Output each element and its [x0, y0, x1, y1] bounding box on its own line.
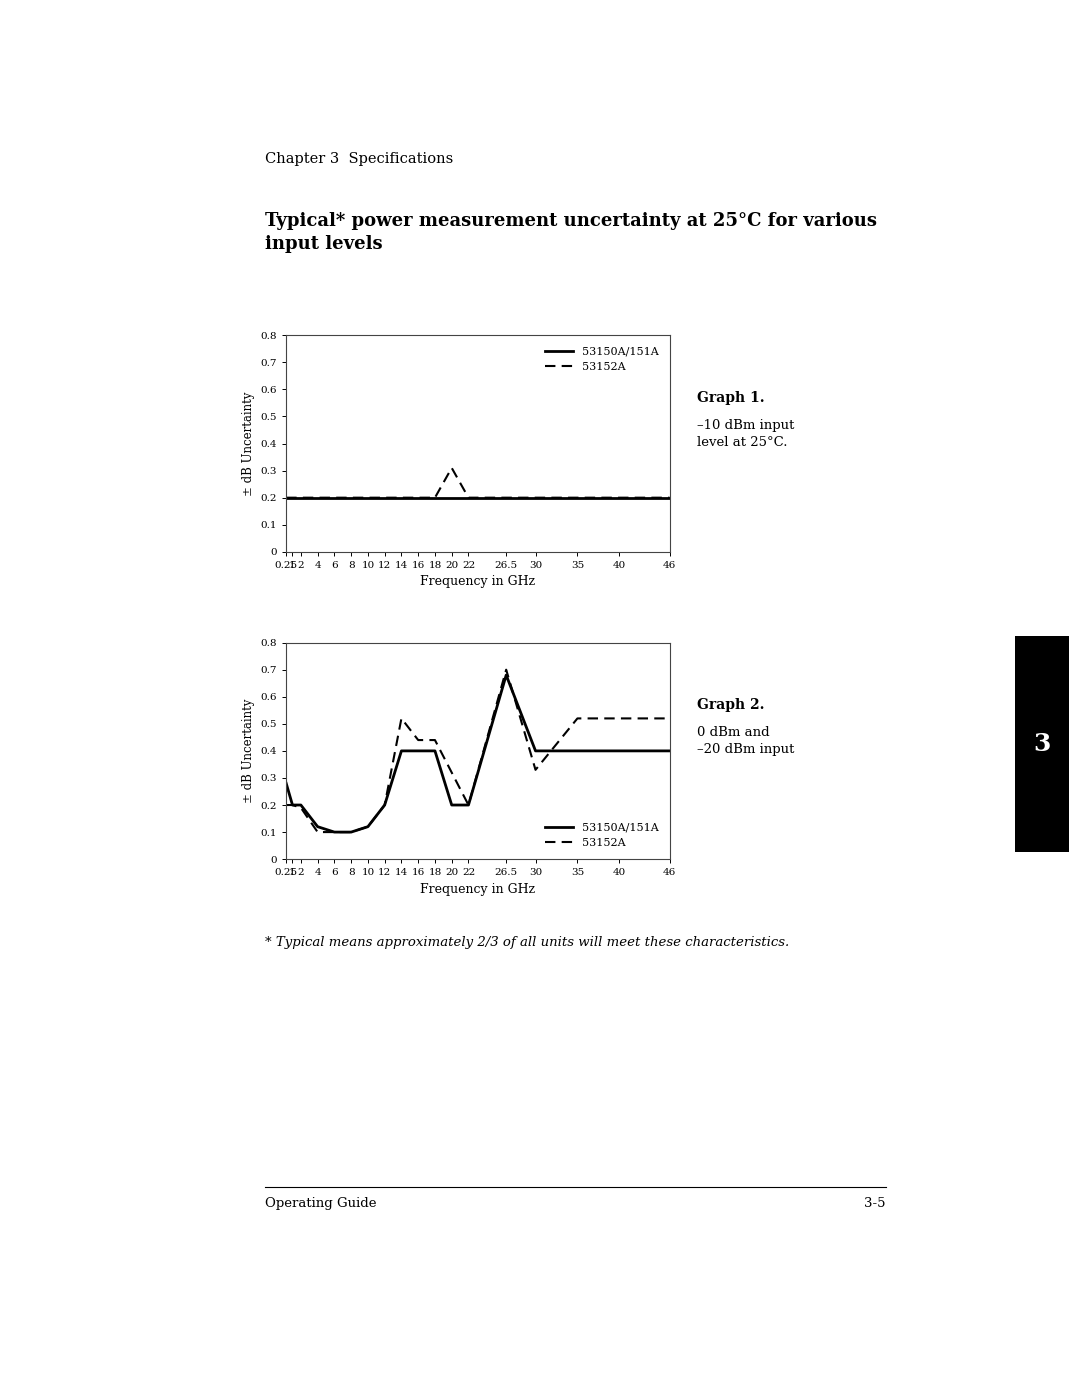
Text: 3: 3	[1034, 732, 1051, 756]
Text: Chapter 3  Specifications: Chapter 3 Specifications	[265, 152, 453, 166]
Text: Typical* power measurement uncertainty at 25°C for various
input levels: Typical* power measurement uncertainty a…	[265, 212, 877, 253]
Legend: 53150A/151A, 53152A: 53150A/151A, 53152A	[540, 817, 664, 854]
Y-axis label: ± dB Uncertainty: ± dB Uncertainty	[242, 698, 255, 803]
Y-axis label: ± dB Uncertainty: ± dB Uncertainty	[242, 391, 255, 496]
Text: 0 dBm and
–20 dBm input: 0 dBm and –20 dBm input	[697, 726, 794, 756]
Text: –10 dBm input
level at 25°C.: –10 dBm input level at 25°C.	[697, 419, 794, 448]
Text: * Typical means approximately 2/3 of all units will meet these characteristics.: * Typical means approximately 2/3 of all…	[265, 936, 788, 949]
Text: Graph 1.: Graph 1.	[697, 391, 765, 405]
Text: 3-5: 3-5	[864, 1197, 886, 1210]
Text: Graph 2.: Graph 2.	[697, 698, 765, 712]
X-axis label: Frequency in GHz: Frequency in GHz	[420, 576, 536, 588]
X-axis label: Frequency in GHz: Frequency in GHz	[420, 883, 536, 895]
Legend: 53150A/151A, 53152A: 53150A/151A, 53152A	[540, 341, 664, 377]
Text: Operating Guide: Operating Guide	[265, 1197, 376, 1210]
